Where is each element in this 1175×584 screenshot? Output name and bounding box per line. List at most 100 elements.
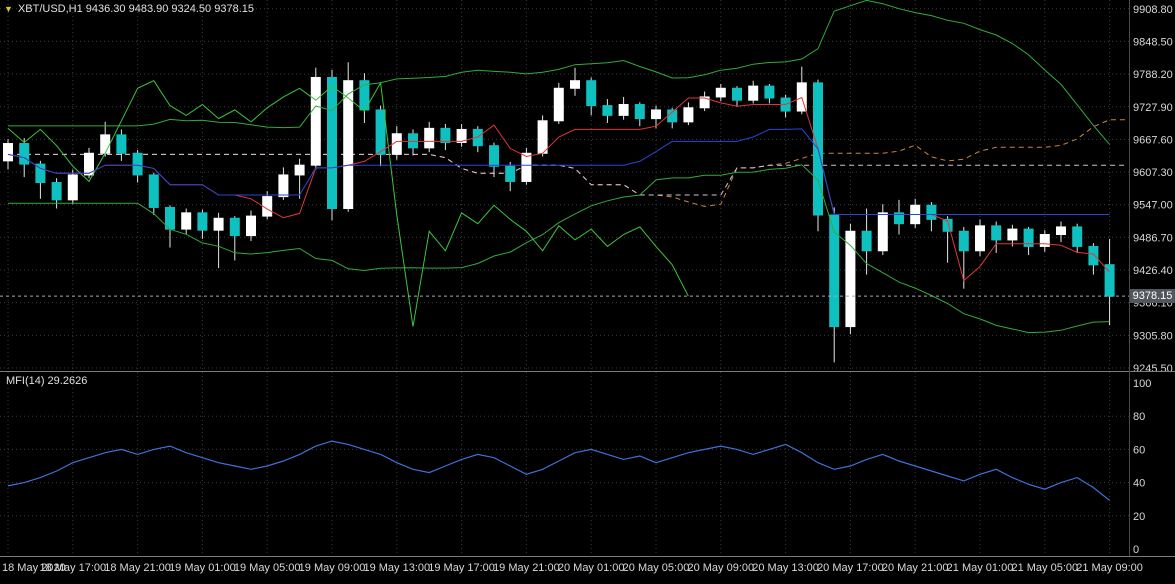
time-tick-label: 19 May 09:00 xyxy=(299,562,366,574)
bull-candle-body xyxy=(310,76,321,166)
bull-candle-body xyxy=(1056,226,1066,236)
time-tick-label: 18 May 21:00 xyxy=(104,562,171,574)
time-tick-label: 18 May 17:00 xyxy=(39,562,106,574)
senkou-span-b-line xyxy=(8,153,1126,196)
mfi-tick-label: 0 xyxy=(1133,544,1139,556)
bull-candle-body xyxy=(618,104,629,116)
bollinger-lower-line xyxy=(8,164,1110,334)
price-tick-label: 9426.40 xyxy=(1133,265,1173,277)
bear-candle-body xyxy=(1023,228,1034,247)
bull-candle-body xyxy=(181,212,192,230)
chart-shift-marker-icon: ▼ xyxy=(4,3,13,14)
mfi-indicator-label: MFI(14) 29.2626 xyxy=(6,375,88,387)
bull-candle-body xyxy=(456,128,467,143)
price-tick-label: 9486.70 xyxy=(1133,232,1173,244)
kijun-sen-line xyxy=(7,128,1110,215)
bull-candle-body xyxy=(424,127,435,149)
time-tick-label: 19 May 17:00 xyxy=(428,562,495,574)
bull-candle-body xyxy=(100,134,111,154)
bear-candle-body xyxy=(732,87,742,101)
time-tick-label: 18 May 2020 xyxy=(2,562,66,574)
bull-candle-body xyxy=(699,96,710,109)
bear-candle-body xyxy=(148,174,159,208)
bear-candle-body xyxy=(926,204,937,220)
price-tick-label: 9547.00 xyxy=(1133,200,1173,212)
bear-candle-body xyxy=(586,80,597,107)
bull-candle-body xyxy=(975,225,985,252)
time-tick-label: 20 May 01:00 xyxy=(558,562,625,574)
bear-candle-body xyxy=(1072,226,1083,247)
bull-candle-body xyxy=(683,107,694,123)
bear-candle-body xyxy=(1104,264,1115,297)
bear-candle-body xyxy=(505,165,516,182)
time-tick-label: 21 May 05:00 xyxy=(1011,562,1078,574)
mfi-tick-label: 20 xyxy=(1133,511,1145,523)
time-tick-label: 19 May 21:00 xyxy=(493,562,560,574)
bear-candle-body xyxy=(1088,245,1099,266)
bear-candle-body xyxy=(51,182,62,201)
time-tick-label: 20 May 05:00 xyxy=(623,562,690,574)
bull-candle-body xyxy=(343,80,354,210)
bull-candle-body xyxy=(391,133,402,155)
bear-candle-body xyxy=(958,230,969,252)
bear-candle-body xyxy=(229,217,240,237)
bull-candle-body xyxy=(67,174,78,201)
price-tick-label: 9245.50 xyxy=(1133,363,1173,375)
bull-candle-body xyxy=(213,217,224,231)
bull-candle-body xyxy=(278,174,289,198)
bear-candle-body xyxy=(634,104,645,120)
bull-candle-body xyxy=(246,215,256,237)
bull-candle-body xyxy=(3,143,13,162)
bull-candle-body xyxy=(796,82,807,112)
bear-candle-body xyxy=(197,212,208,231)
bull-candle-body xyxy=(521,152,532,182)
bear-candle-body xyxy=(602,105,613,116)
tenkan-sen-line xyxy=(7,96,1110,282)
price-tick-label: 9727.90 xyxy=(1133,102,1173,114)
time-tick-label: 19 May 05:00 xyxy=(234,562,301,574)
bull-candle-body xyxy=(715,87,726,98)
time-tick-label: 20 May 13:00 xyxy=(752,562,819,574)
bear-candle-body xyxy=(19,143,30,165)
bull-candle-body xyxy=(537,120,548,154)
ohlc-header: ▼ XBT/USD,H1 9436.30 9483.90 9324.50 937… xyxy=(4,3,254,15)
price-tick-label: 9305.80 xyxy=(1133,330,1173,342)
time-tick-label: 21 May 09:00 xyxy=(1076,562,1143,574)
price-tick-label: 9908.80 xyxy=(1133,4,1173,16)
price-tick-label: 9607.30 xyxy=(1133,167,1173,179)
mfi-tick-label: 80 xyxy=(1133,411,1145,423)
bull-candle-body xyxy=(570,80,580,89)
bear-candle-body xyxy=(116,134,127,154)
bull-candle-body xyxy=(1039,234,1050,247)
time-tick-label: 20 May 09:00 xyxy=(687,562,754,574)
bull-candle-body xyxy=(262,196,273,217)
bear-candle-body xyxy=(942,218,953,232)
bear-candle-body xyxy=(440,127,451,143)
mfi-tick-label: 40 xyxy=(1133,478,1145,490)
current-price-badge: 9378.15 xyxy=(1130,289,1175,304)
bull-candle-body xyxy=(651,109,661,120)
bear-candle-body xyxy=(894,212,904,225)
symbol-ohlc-text: XBT/USD,H1 9436.30 9483.90 9324.50 9378.… xyxy=(17,3,254,15)
bear-candle-body xyxy=(472,128,483,147)
time-tick-label: 19 May 13:00 xyxy=(363,562,430,574)
bear-candle-body xyxy=(489,145,499,167)
bull-candle-body xyxy=(294,164,305,176)
bear-candle-body xyxy=(764,85,775,99)
chikou-span-line xyxy=(7,80,689,327)
price-tick-label: 9788.20 xyxy=(1133,69,1173,81)
bear-candle-body xyxy=(408,133,418,149)
bear-candle-body xyxy=(991,225,1002,241)
bull-candle-body xyxy=(877,212,888,252)
bollinger-upper-line xyxy=(8,0,1110,145)
bear-candle-body xyxy=(861,230,872,252)
price-tick-label: 9848.50 xyxy=(1133,36,1173,48)
time-tick-label: 19 May 01:00 xyxy=(169,562,236,574)
bull-candle-body xyxy=(1007,228,1018,241)
bear-candle-body xyxy=(35,163,46,184)
bear-candle-body xyxy=(375,109,386,155)
mfi-tick-label: 100 xyxy=(1133,378,1151,390)
bull-candle-body xyxy=(748,85,759,101)
